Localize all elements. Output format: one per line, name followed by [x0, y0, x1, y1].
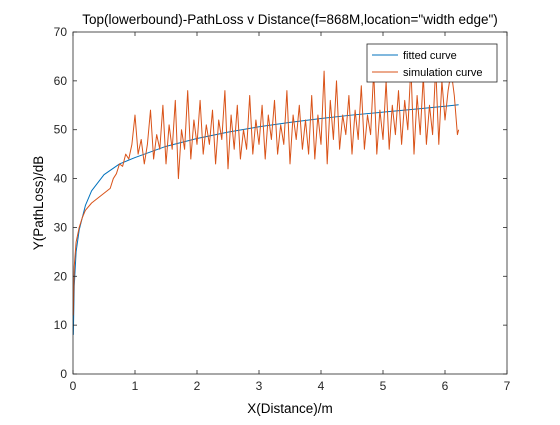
- x-tick-label: 0: [70, 379, 77, 393]
- legend-box: [366, 43, 498, 83]
- y-tick-label: 50: [54, 123, 68, 137]
- y-tick-label: 10: [54, 318, 68, 332]
- chart-title: Top(lowerbound)-PathLoss v Distance(f=86…: [82, 12, 498, 27]
- y-tick-label: 20: [54, 269, 68, 283]
- axes-box: [72, 31, 508, 375]
- x-tick-label: 5: [380, 379, 387, 393]
- x-tick-label: 2: [194, 379, 201, 393]
- series-line-simulation-curve: [72, 65, 460, 316]
- axes-layer: [72, 31, 508, 375]
- series-layer: [72, 65, 460, 335]
- x-tick-label: 7: [504, 379, 511, 393]
- legend-label-fitted-curve: fitted curve: [403, 50, 457, 62]
- x-tick-label: 4: [318, 379, 325, 393]
- legend-label-simulation-curve: simulation curve: [403, 67, 482, 79]
- y-axis-label: Y(PathLoss)/dB: [31, 156, 46, 251]
- y-tick-label: 0: [60, 367, 67, 381]
- x-tick-label: 1: [132, 379, 139, 393]
- y-tick-label: 30: [54, 220, 68, 234]
- x-tick-label: 3: [256, 379, 263, 393]
- x-axis-label: X(Distance)/m: [247, 401, 333, 416]
- y-tick-label: 70: [54, 25, 68, 39]
- legend: fitted curve simulation curve: [366, 43, 498, 83]
- x-tick-label: 6: [442, 379, 449, 393]
- y-tick-label: 60: [54, 74, 68, 88]
- y-tick-label: 40: [54, 172, 68, 186]
